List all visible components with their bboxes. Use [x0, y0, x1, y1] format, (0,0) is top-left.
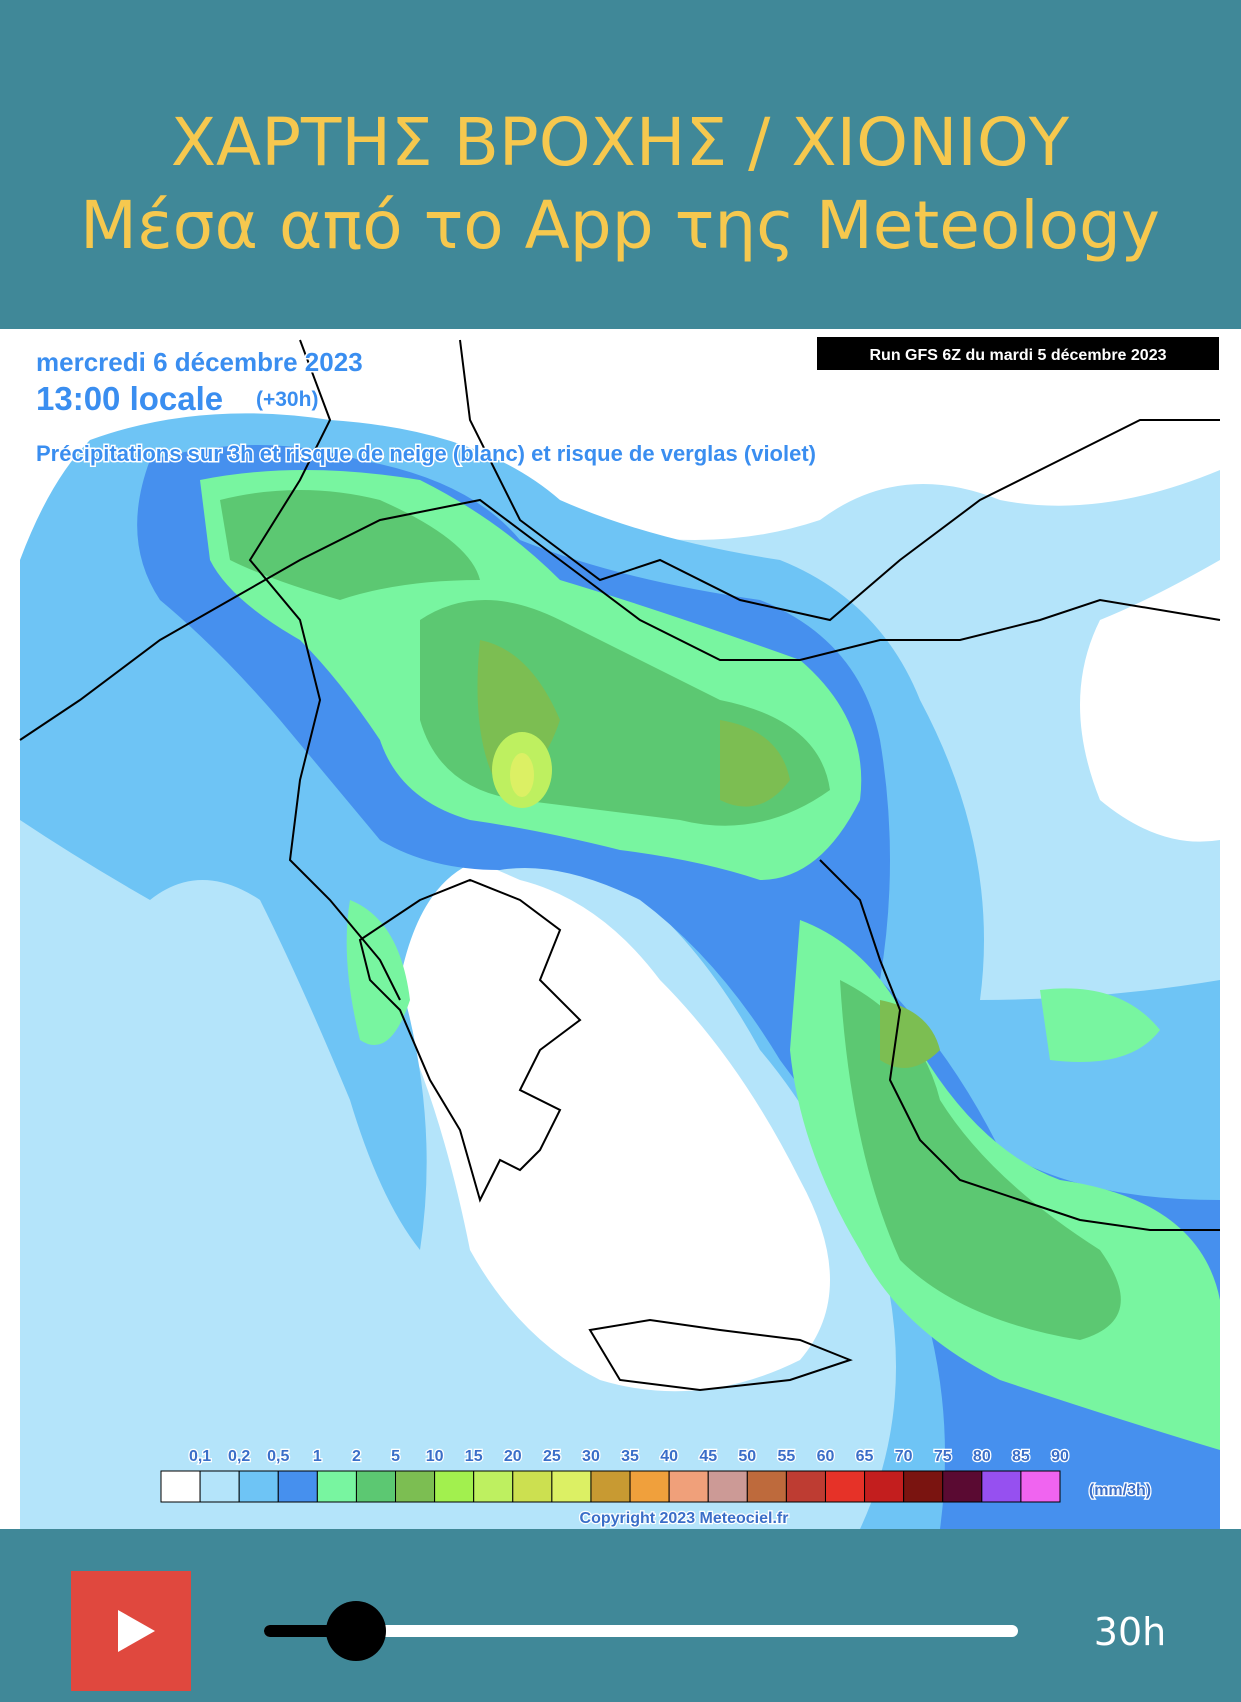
legend-swatch	[707, 1470, 748, 1503]
legend-swatch	[1020, 1470, 1061, 1503]
legend-label: 15	[465, 1448, 483, 1465]
legend-swatch	[434, 1470, 475, 1503]
time-label: 30h	[1094, 1610, 1166, 1654]
legend-label: 30	[582, 1448, 600, 1465]
run-box	[817, 337, 1219, 370]
legend-swatch	[629, 1470, 670, 1503]
legend-swatch	[355, 1470, 397, 1503]
map-time: 13:00 locale	[36, 380, 223, 417]
legend-swatch	[903, 1470, 944, 1503]
legend-label: 1	[313, 1448, 322, 1465]
legend-label: 20	[504, 1448, 522, 1465]
legend-swatch	[942, 1470, 983, 1503]
weather-map	[0, 329, 1241, 1529]
copyright: Copyright 2023 Meteociel.fr	[580, 1510, 789, 1527]
legend-swatch	[824, 1470, 866, 1503]
title-line2: Μέσα από το App της Meteology	[80, 187, 1160, 264]
legend-swatch	[785, 1470, 826, 1503]
legend-unit: (mm/3h)	[1089, 1482, 1151, 1499]
play-icon	[118, 1610, 155, 1652]
legend-swatch	[512, 1470, 553, 1503]
legend-label: 10	[426, 1448, 444, 1465]
legend-swatch	[590, 1470, 631, 1503]
run-label: Run GFS 6Z du mardi 5 décembre 2023	[870, 347, 1167, 364]
legend-swatch	[864, 1470, 905, 1503]
legend-label: 70	[895, 1448, 913, 1465]
legend-label: 50	[738, 1448, 756, 1465]
map-lead: (+30h)	[256, 388, 318, 411]
slider-thumb[interactable]	[326, 1601, 386, 1661]
legend-label: 5	[391, 1448, 400, 1465]
legend-swatch	[551, 1470, 592, 1503]
header	[0, 0, 1241, 329]
legend-label: 0,1	[189, 1448, 211, 1465]
legend-label: 85	[1012, 1448, 1030, 1465]
legend-swatch	[199, 1470, 240, 1503]
legend-label: 55	[777, 1448, 795, 1465]
legend-label: 0,2	[228, 1448, 250, 1465]
legend-label: 40	[660, 1448, 678, 1465]
legend-swatch	[981, 1470, 1022, 1503]
legend-label: 80	[973, 1448, 991, 1465]
player-bar	[0, 1529, 1241, 1702]
legend-label: 65	[856, 1448, 874, 1465]
legend-label: 60	[817, 1448, 835, 1465]
legend: 0,1 0,2 0,5 1 2 5 10 15 20 25 30 35 40 45 50 55 60 65 70 75…	[160, 1447, 1070, 1503]
legend-label: 90	[1051, 1448, 1069, 1465]
legend-swatch	[160, 1470, 201, 1503]
legend-swatch	[668, 1470, 709, 1503]
legend-label: 45	[699, 1448, 717, 1465]
map-description: Précipitations sur 3h et risque de neige…	[36, 441, 816, 466]
legend-label: 0,5	[267, 1448, 289, 1465]
legend-swatch	[473, 1470, 514, 1503]
map-date: mercredi 6 décembre 2023	[36, 347, 363, 377]
legend-label: 25	[543, 1448, 561, 1465]
title-line1: ΧΑΡΤΗΣ ΒΡΟΧΗΣ / ΧΙΟΝΙΟΥ	[171, 104, 1070, 181]
legend-label: 35	[621, 1448, 639, 1465]
legend-swatch	[277, 1470, 318, 1503]
legend-label: 75	[934, 1448, 952, 1465]
legend-label: 2	[352, 1448, 361, 1465]
legend-swatch	[316, 1470, 357, 1503]
legend-swatch	[238, 1470, 279, 1503]
legend-swatch	[395, 1470, 436, 1503]
legend-swatch	[746, 1470, 787, 1503]
